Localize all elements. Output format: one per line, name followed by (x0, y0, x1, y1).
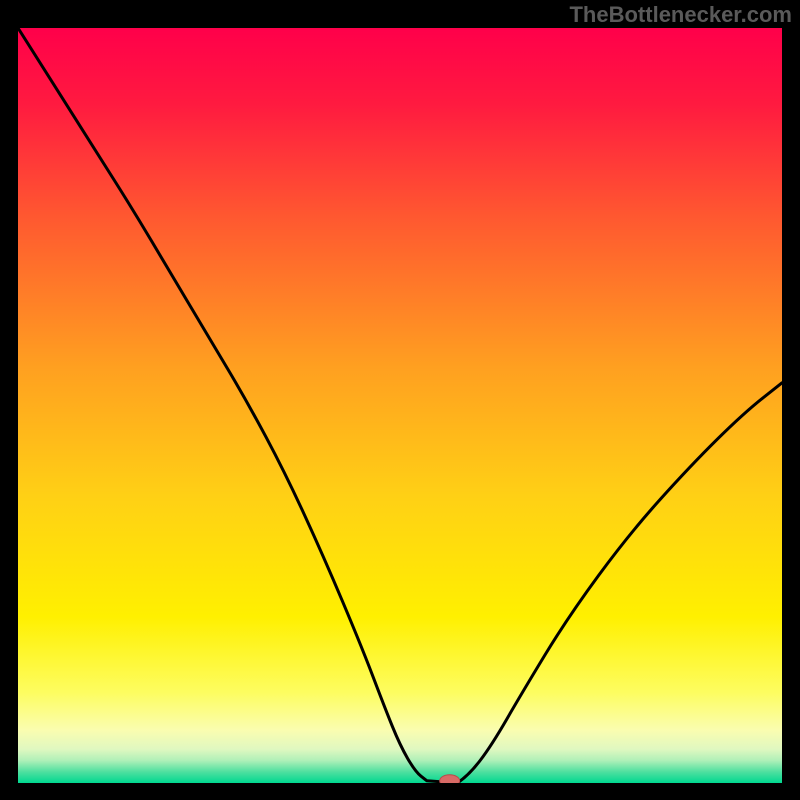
chart-container: TheBottlenecker.com (0, 0, 800, 800)
bottleneck-chart-svg (18, 28, 782, 783)
watermark-text: TheBottlenecker.com (569, 2, 792, 28)
plot-area (18, 28, 782, 783)
gradient-background (18, 28, 782, 783)
optimal-point-marker (440, 775, 460, 783)
